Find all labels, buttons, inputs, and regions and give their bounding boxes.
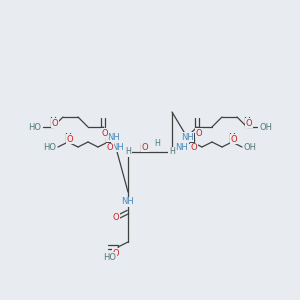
Text: NH: NH: [106, 133, 119, 142]
Polygon shape: [119, 143, 128, 152]
Text: O: O: [52, 118, 58, 127]
Text: O: O: [113, 212, 119, 221]
Text: HO: HO: [28, 122, 41, 131]
Text: O: O: [67, 134, 73, 143]
Text: H: H: [169, 148, 175, 157]
Text: O: O: [196, 128, 202, 137]
Text: O: O: [107, 143, 113, 152]
Text: NH: NH: [181, 133, 194, 142]
Text: O: O: [113, 248, 119, 257]
Text: HO: HO: [103, 253, 116, 262]
Text: O: O: [102, 128, 108, 137]
Text: NH: NH: [122, 197, 134, 206]
Text: OH: OH: [259, 122, 272, 131]
Text: H: H: [154, 140, 160, 148]
Text: O: O: [142, 142, 148, 152]
Text: HO: HO: [43, 142, 56, 152]
Text: H: H: [125, 148, 131, 157]
Text: O: O: [191, 143, 197, 152]
Polygon shape: [172, 143, 181, 152]
Text: O: O: [246, 118, 252, 127]
Text: NH: NH: [112, 142, 124, 152]
Text: OH: OH: [244, 142, 257, 152]
Text: NH: NH: [176, 142, 188, 152]
Text: O: O: [231, 134, 237, 143]
